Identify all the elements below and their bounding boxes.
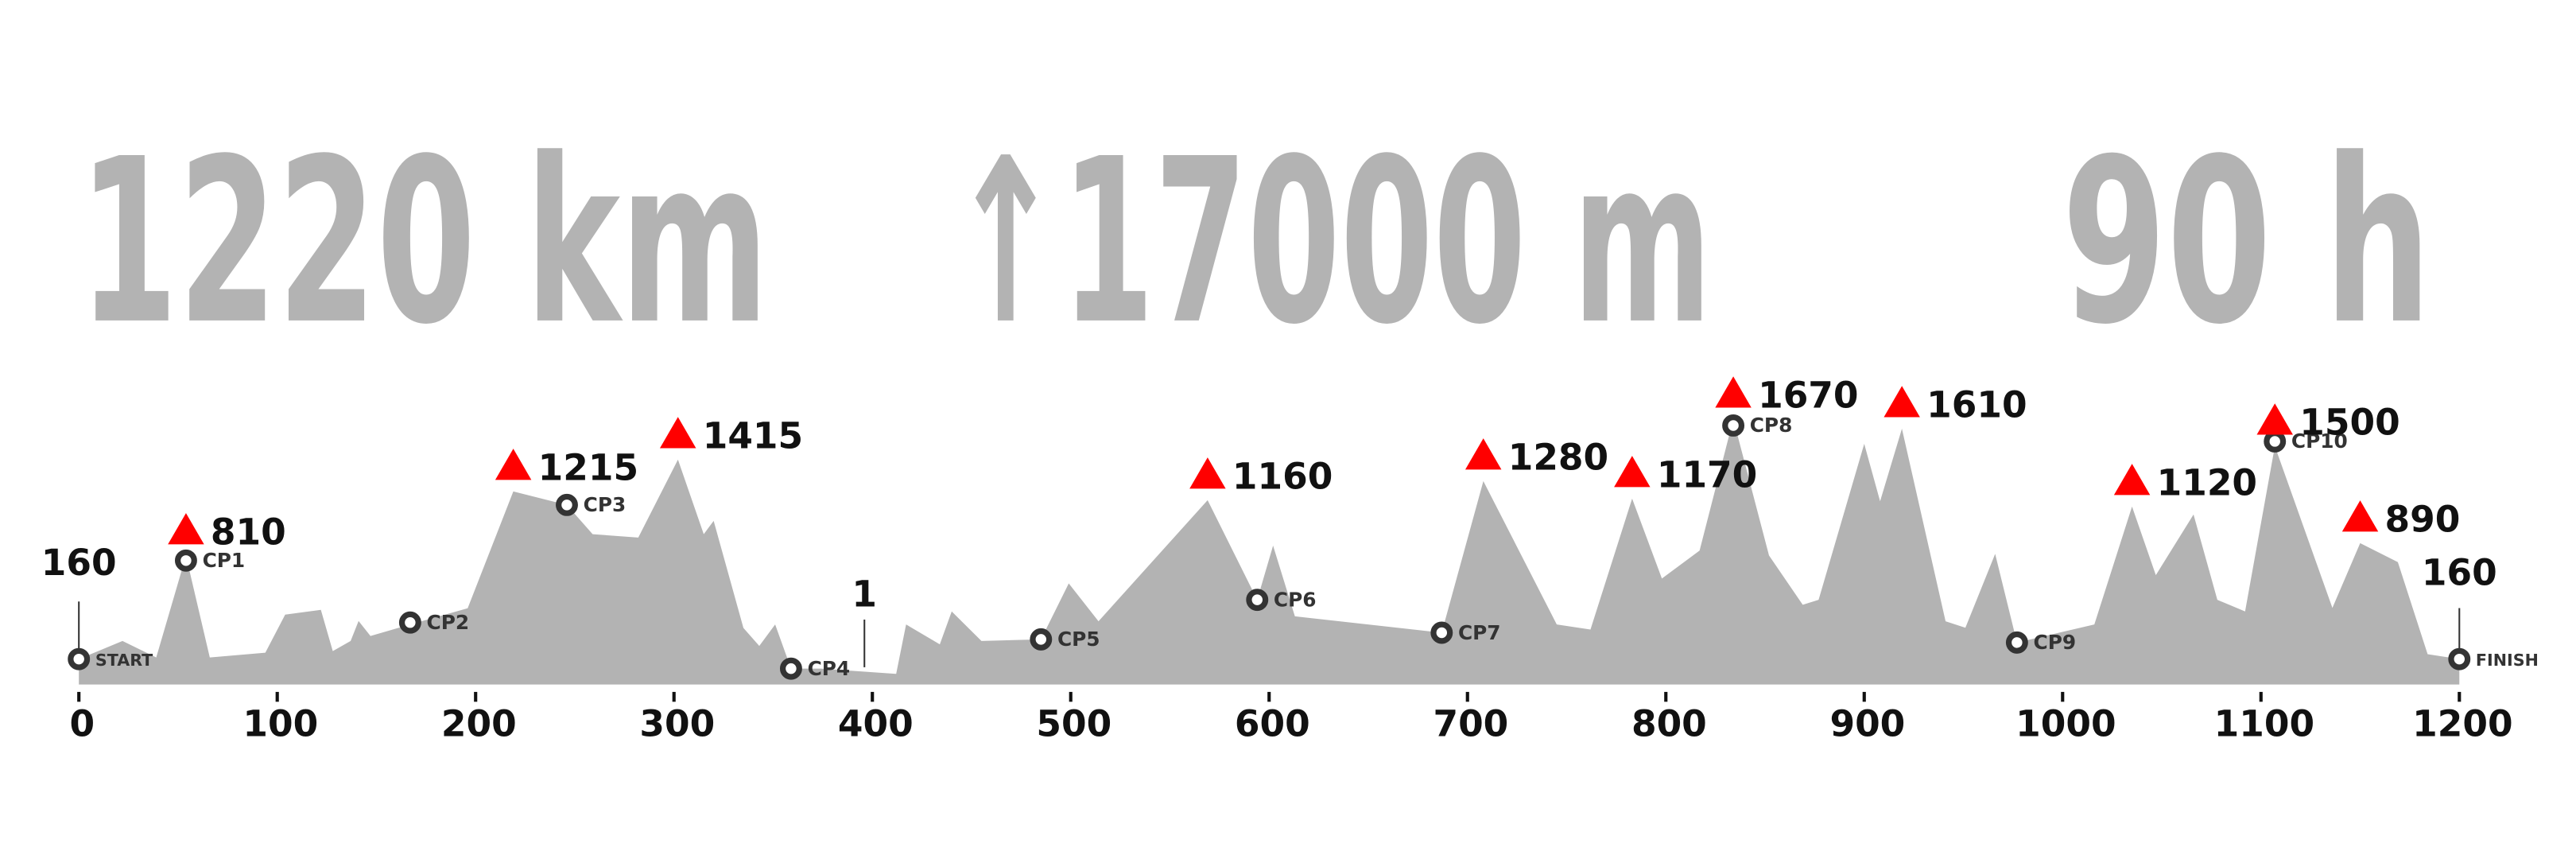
peak-label: 1610 [1926,384,2027,426]
checkpoint-marker [398,611,421,634]
checkpoint-marker [779,657,802,680]
peak-marker [2113,464,2151,496]
peak-label: 1670 [1758,375,1858,417]
checkpoint-label: FINISH [2476,651,2539,670]
elevation-profile [79,418,2460,685]
checkpoint-label: CP4 [808,657,851,680]
peak-marker [1465,438,1502,470]
peak-marker [2256,403,2293,435]
checkpoint-marker [556,493,578,516]
annotation-label: 160 [2422,552,2497,594]
x-tick-label: 1000 [2015,703,2116,745]
x-tick-label: 100 [242,703,318,745]
headline-stat: 1220 km [79,111,769,375]
peak-marker [1189,457,1226,489]
headline-stat: 90 h [2062,111,2431,375]
peak-label: 890 [2385,498,2461,540]
x-tick-label: 700 [1433,703,1508,745]
annotation-label: 160 [41,542,117,584]
checkpoint-label: CP9 [2034,631,2077,654]
headline-stat: ↑17000 m [949,111,1712,375]
checkpoint-label: CP10 [2291,430,2348,453]
checkpoint-label: CP6 [1274,588,1317,611]
checkpoint-marker [1246,589,1269,612]
x-tick-label: 900 [1829,703,1905,745]
checkpoint-marker [2448,647,2471,670]
checkpoint-label: CP1 [203,549,246,572]
x-tick-label: 400 [838,703,914,745]
peak-marker [659,417,696,449]
x-tick-label: 200 [441,703,517,745]
peak-label: 1280 [1508,436,1608,478]
peak-marker [168,513,204,545]
peak-marker [495,449,532,480]
x-tick-label: 1100 [2214,703,2314,745]
peak-label: 1160 [1232,455,1333,497]
x-tick-label: 0 [70,703,95,745]
checkpoint-marker [1722,414,1745,437]
checkpoint-label: CP2 [427,611,470,634]
peak-label: 810 [211,511,286,553]
checkpoint-label: CP5 [1057,628,1100,651]
peak-marker [1614,456,1651,488]
checkpoint-marker [1430,621,1453,644]
checkpoint-label: CP3 [584,493,627,516]
checkpoint-label: START [95,651,153,670]
checkpoint-marker [68,647,91,670]
x-tick-label: 1200 [2412,703,2512,745]
x-tick-label: 500 [1036,703,1111,745]
x-tick-label: 800 [1631,703,1707,745]
checkpoint-marker [2005,631,2028,654]
peak-label: 1120 [2157,461,2257,503]
checkpoint-marker [1030,628,1053,651]
x-tick-label: 300 [639,703,715,745]
checkpoint-marker [174,549,197,572]
annotation-label: 1 [852,573,877,615]
peak-marker [1884,386,1920,418]
peak-label: 1500 [2299,401,2399,443]
peak-label: 1170 [1657,453,1757,496]
checkpoint-label: CP7 [1458,621,1501,644]
peak-label: 1415 [703,414,803,457]
peak-label: 1215 [538,446,638,488]
x-tick-label: 600 [1235,703,1310,745]
peak-marker [2341,500,2379,532]
checkpoint-label: CP8 [1750,414,1793,437]
peak-marker [1715,376,1752,408]
checkpoint-marker [2264,430,2287,453]
